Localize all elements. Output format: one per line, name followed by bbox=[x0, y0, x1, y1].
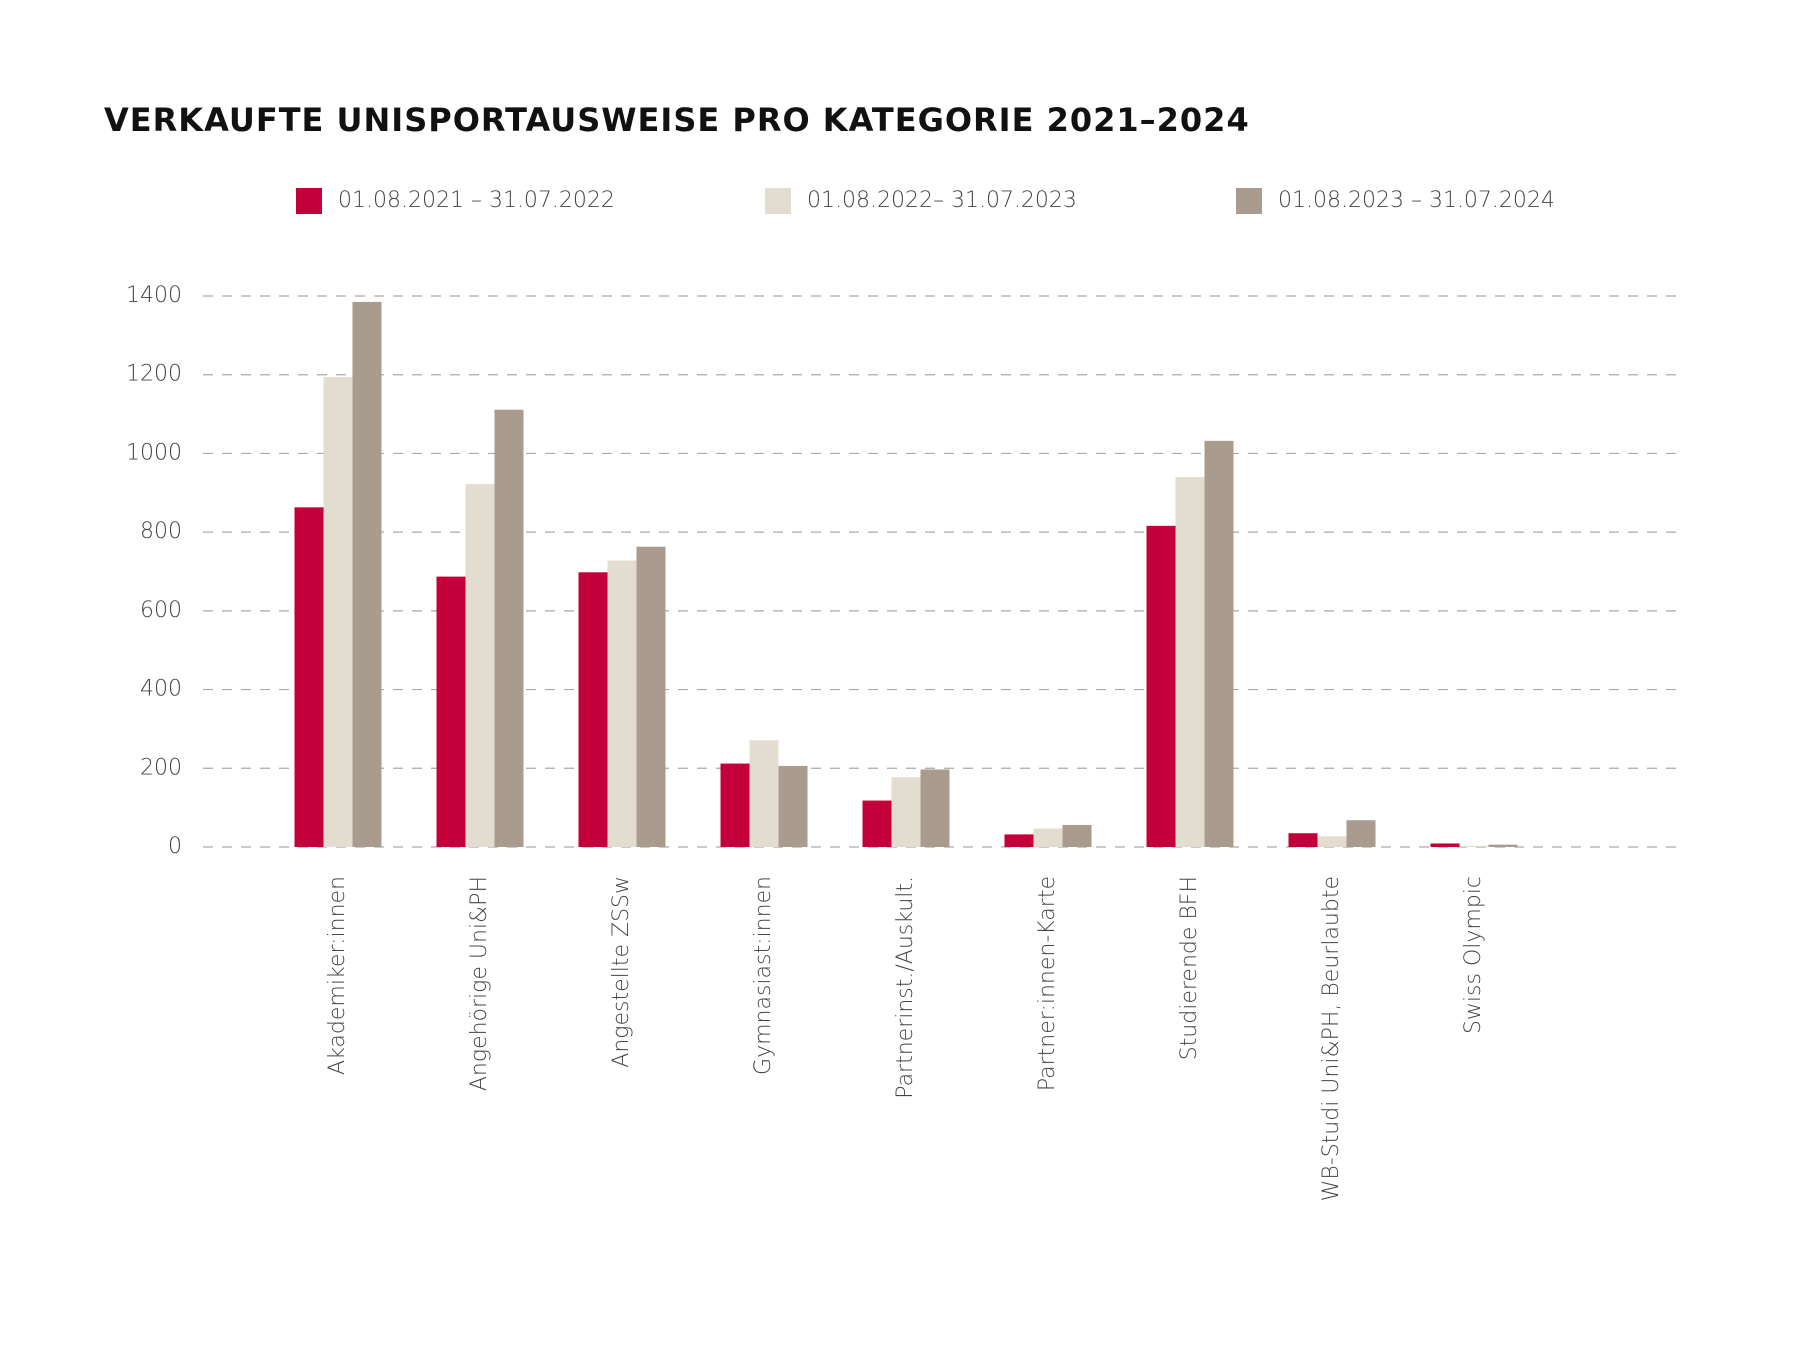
x-tick-label: Akademiker:innen bbox=[325, 876, 350, 1075]
legend-label: 01.08.2023 – 31.07.2024 bbox=[1278, 188, 1555, 213]
bar bbox=[720, 763, 750, 847]
bar bbox=[1459, 845, 1489, 847]
bar bbox=[436, 576, 466, 847]
y-tick-label: 600 bbox=[140, 598, 182, 623]
bar bbox=[778, 765, 808, 847]
bar bbox=[1346, 820, 1376, 847]
bar bbox=[1175, 477, 1205, 847]
x-tick-label: Swiss Olympic bbox=[1461, 876, 1486, 1034]
chart-title: VERKAUFTE UNISPORTAUSWEISE PRO KATEGORIE… bbox=[104, 101, 1250, 139]
bar bbox=[1146, 525, 1176, 847]
x-tick-label: Angestellte ZSSw bbox=[609, 876, 634, 1068]
y-tick-label: 1400 bbox=[126, 283, 182, 308]
legend-swatch bbox=[296, 188, 322, 214]
bar bbox=[323, 377, 353, 847]
y-tick-label: 800 bbox=[140, 519, 182, 544]
bar bbox=[1488, 844, 1518, 847]
bar bbox=[1204, 440, 1234, 847]
bar bbox=[1033, 828, 1063, 847]
x-tick-label: Gymnasiast:innen bbox=[751, 876, 776, 1075]
bar bbox=[920, 769, 950, 847]
x-tick-label: Studierende BFH bbox=[1177, 876, 1202, 1060]
bar bbox=[352, 301, 382, 847]
legend-label: 01.08.2022– 31.07.2023 bbox=[807, 188, 1077, 213]
bar bbox=[1062, 824, 1092, 847]
bar bbox=[607, 560, 637, 847]
y-tick-label: 1000 bbox=[126, 440, 182, 465]
legend-swatch bbox=[1236, 188, 1262, 214]
bar bbox=[891, 777, 921, 847]
bar bbox=[749, 740, 779, 847]
legend-swatch bbox=[765, 188, 791, 214]
y-tick-label: 200 bbox=[140, 755, 182, 780]
x-tick-label: Angehörige Uni&PH bbox=[467, 876, 492, 1091]
bar bbox=[1004, 834, 1034, 847]
bar bbox=[1288, 833, 1318, 847]
y-tick-label: 1200 bbox=[126, 362, 182, 387]
bar bbox=[636, 546, 666, 847]
y-tick-label: 400 bbox=[140, 677, 182, 702]
y-tick-label: 0 bbox=[168, 834, 182, 859]
x-tick-label: WB-Studi Uni&PH, Beurlaubte bbox=[1319, 876, 1344, 1201]
bar bbox=[294, 507, 324, 847]
legend-label: 01.08.2021 – 31.07.2022 bbox=[338, 188, 615, 213]
bar bbox=[465, 484, 495, 847]
x-tick-label: Partner:innen-Karte bbox=[1035, 876, 1060, 1091]
bar bbox=[578, 572, 608, 847]
bar bbox=[1317, 836, 1347, 847]
bar bbox=[1430, 843, 1460, 847]
x-tick-label: Partnerinst./Auskult. bbox=[893, 876, 918, 1099]
bar bbox=[862, 800, 892, 847]
bar bbox=[494, 409, 524, 847]
